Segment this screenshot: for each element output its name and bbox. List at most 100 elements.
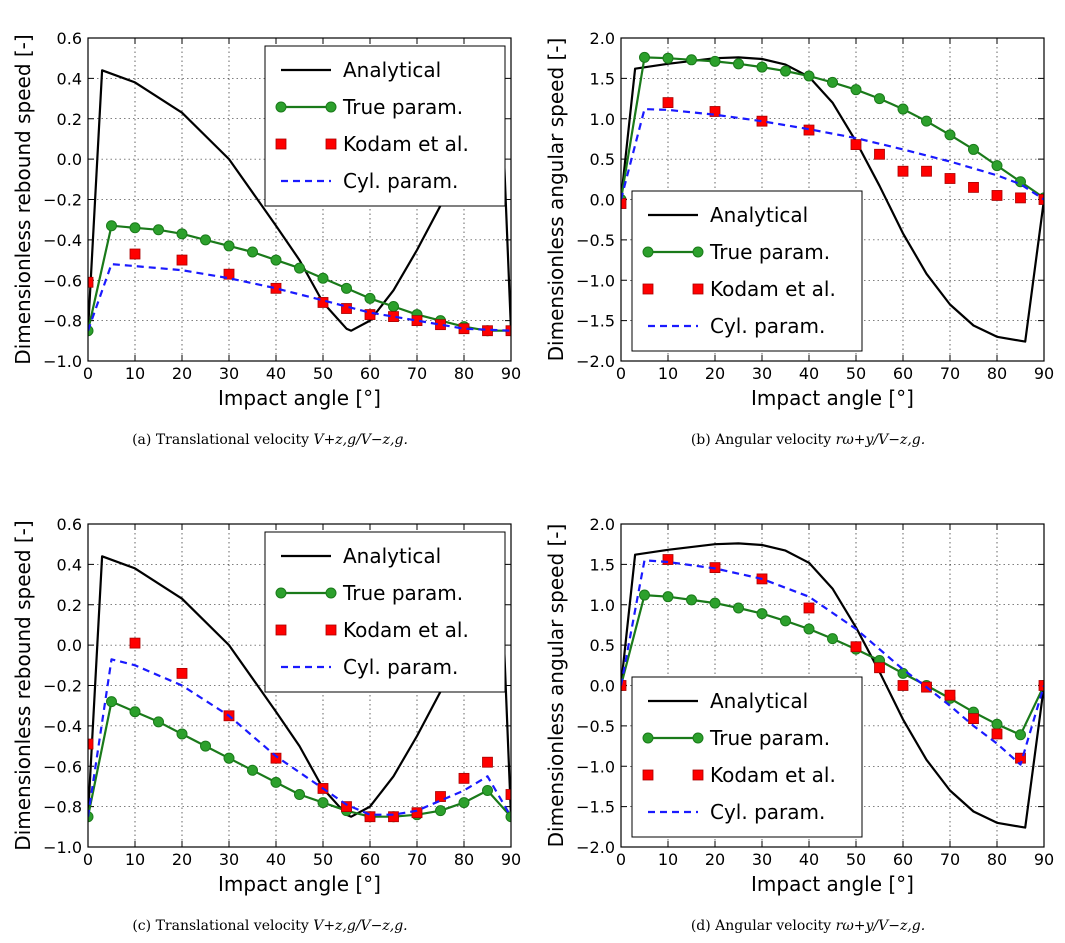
subplot-c: (c) Translational velocity V+z,g/V−z,g. … xyxy=(11,515,521,934)
legend: Analytical True param. Kodam et al. Cyl. pa… xyxy=(631,190,863,352)
x-axis-label: Impact angle [°] xyxy=(218,386,381,410)
y-tick-label: 0.6 xyxy=(57,29,82,48)
y-tick-label: 0.5 xyxy=(590,150,615,169)
point-kodam-et-al xyxy=(803,602,815,614)
point-kodam-et-al xyxy=(621,198,627,209)
point-true-param xyxy=(733,602,744,614)
y-tick-label: −1.5 xyxy=(576,312,615,331)
x-tick-label: 40 xyxy=(799,850,819,869)
legend-label: Kodam et al. xyxy=(710,277,836,301)
y-tick-label: −1.0 xyxy=(576,271,615,290)
y-axis-label: Dimensionless rebound speed [-] xyxy=(11,34,35,364)
point-true-param xyxy=(874,93,885,105)
point-kodam-et-al xyxy=(850,641,862,653)
x-axis-label: Impact angle [°] xyxy=(751,386,914,410)
point-kodam-et-al xyxy=(662,554,674,565)
point-true-param xyxy=(733,58,744,70)
y-tick-label: −1.0 xyxy=(43,838,82,857)
series-line-cyl-param xyxy=(88,658,511,818)
point-true-param xyxy=(991,718,1003,730)
legend-label: True param. xyxy=(709,240,830,264)
series-line-analytical xyxy=(621,542,1044,829)
point-kodam-et-al xyxy=(482,756,493,768)
y-tick-label: −0.8 xyxy=(43,312,82,331)
y-tick-label: −0.6 xyxy=(43,757,82,776)
legend-marker xyxy=(325,587,337,599)
point-kodam-et-al xyxy=(364,309,376,320)
point-true-param xyxy=(482,784,493,796)
legend-label: Cyl. param. xyxy=(343,655,458,679)
point-true-param xyxy=(803,623,815,635)
legend-label: Cyl. param. xyxy=(343,169,458,193)
point-true-param xyxy=(341,282,352,294)
point-kodam-et-al xyxy=(874,662,885,674)
legend-label: True param. xyxy=(709,726,830,750)
point-true-param xyxy=(944,129,956,141)
legend-marker xyxy=(275,587,287,599)
point-true-param xyxy=(827,76,838,88)
x-tick-label: 70 xyxy=(940,850,960,869)
x-tick-label: 20 xyxy=(705,364,725,383)
point-kodam-et-al xyxy=(1015,192,1026,204)
caption-c: (c) Translational velocity V+z,g/V−z,g. xyxy=(132,918,407,934)
y-tick-label: −0.4 xyxy=(43,231,82,250)
point-true-param xyxy=(364,292,376,304)
point-kodam-et-al xyxy=(223,268,235,280)
point-true-param xyxy=(153,716,164,728)
x-tick-label: 30 xyxy=(752,850,772,869)
point-kodam-et-al xyxy=(991,190,1003,201)
x-tick-label: 40 xyxy=(266,364,286,383)
point-kodam-et-al xyxy=(921,165,932,177)
point-kodam-et-al xyxy=(897,680,909,691)
x-tick-label: 50 xyxy=(846,850,866,869)
point-true-param xyxy=(662,52,674,64)
series-line-cyl-param xyxy=(621,108,1044,201)
point-true-param xyxy=(435,805,446,817)
point-true-param xyxy=(317,797,329,809)
point-kodam-et-al xyxy=(662,97,674,108)
series-line-cyl-param xyxy=(621,559,1044,766)
point-true-param xyxy=(200,740,211,752)
y-tick-label: 0.5 xyxy=(590,636,615,655)
legend-marker xyxy=(275,624,287,636)
caption-d: (d) Angular velocity rω+y/V−z,g. xyxy=(691,918,925,934)
y-tick-label: 1.0 xyxy=(590,596,615,615)
point-true-param xyxy=(458,797,470,809)
point-true-param xyxy=(709,55,721,67)
point-true-param xyxy=(106,696,117,708)
y-tick-label: 0.0 xyxy=(590,677,615,696)
legend-label: True param. xyxy=(342,95,463,119)
point-kodam-et-al xyxy=(968,713,979,725)
point-kodam-et-al xyxy=(709,106,721,117)
legend: Analytical True param. Kodam et al. Cyl. pa… xyxy=(264,45,506,207)
point-kodam-et-al xyxy=(458,772,470,784)
y-tick-label: 0.0 xyxy=(57,150,82,169)
x-tick-label: 70 xyxy=(407,850,427,869)
y-tick-label: 0.4 xyxy=(57,555,82,574)
legend-marker xyxy=(692,769,704,781)
point-true-param xyxy=(780,615,791,627)
point-true-param xyxy=(247,764,258,776)
point-true-param xyxy=(921,115,932,127)
x-tick-label: 50 xyxy=(313,850,333,869)
y-tick-label: −2.0 xyxy=(576,838,615,857)
legend-label: Cyl. param. xyxy=(710,314,825,338)
point-true-param xyxy=(1015,729,1026,741)
x-tick-label: 90 xyxy=(501,364,521,383)
legend-label: Analytical xyxy=(710,689,808,713)
point-kodam-et-al xyxy=(388,811,399,823)
point-kodam-et-al xyxy=(270,752,282,764)
point-true-param xyxy=(756,608,768,620)
x-tick-label: 30 xyxy=(219,850,239,869)
y-tick-label: 0.0 xyxy=(590,191,615,210)
point-true-param xyxy=(270,254,282,266)
plot-area xyxy=(621,51,1044,343)
y-axis-label: Dimensionless rebound speed [-] xyxy=(11,520,35,850)
x-tick-label: 0 xyxy=(616,850,626,869)
x-tick-label: 10 xyxy=(658,850,678,869)
point-kodam-et-al xyxy=(411,807,423,819)
legend-marker xyxy=(692,283,704,295)
point-kodam-et-al xyxy=(968,181,979,193)
y-tick-label: −1.5 xyxy=(576,798,615,817)
y-tick-label: 1.0 xyxy=(590,110,615,129)
